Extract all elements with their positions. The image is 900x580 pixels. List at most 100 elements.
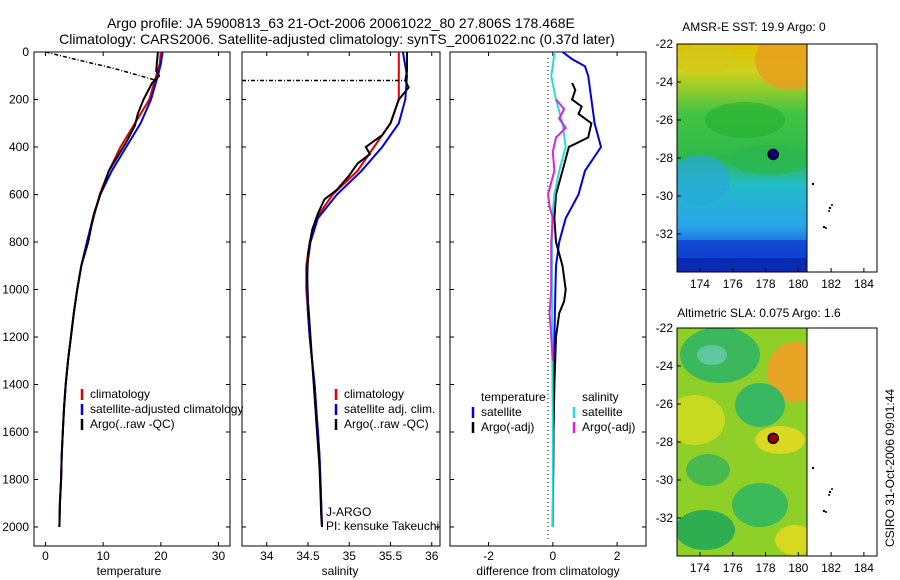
lat-tick-label: -24 (656, 75, 674, 89)
lat-tick-label: -24 (656, 359, 674, 373)
sla-map-title: Altimetric SLA: 0.075 Argo: 1.6 (677, 306, 841, 320)
depth-tick-label: 1000 (2, 283, 29, 297)
temperature-xlabel: temperature (97, 564, 162, 578)
jargo-label: J-ARGO (326, 505, 371, 519)
lon-tick-label: 176 (723, 561, 743, 575)
x-tick-label: 34.5 (296, 549, 320, 563)
series-line-argo-adj- (551, 82, 593, 528)
x-tick-label: -2 (483, 549, 494, 563)
difference-lines (546, 52, 603, 528)
figure-title-line1: Argo profile: JA 5900813_63 21-Oct-2006 … (107, 15, 575, 31)
legend-entry: Argo(-adj) (481, 420, 534, 434)
lon-tick-label: 182 (821, 561, 841, 575)
lat-tick-label: -22 (656, 37, 674, 51)
x-tick-label: 36 (425, 549, 439, 563)
series-line-argo-adj- (546, 98, 567, 361)
temperature-panel: 0 200 400 600 800 1000 1200 1400 1600 1800 2000 0 1… (2, 45, 243, 578)
series-line-argo-raw-qc- (306, 52, 410, 528)
lat-tick-label: -32 (656, 227, 674, 241)
temperature-lines (45, 52, 164, 528)
island-dots (811, 182, 833, 229)
legend-salinity-title: salinity (582, 390, 619, 404)
legend-entry: satellite (481, 405, 522, 419)
legend-entry: Argo(..raw -QC) (90, 417, 175, 431)
difference-xlabel: difference from climatology (476, 564, 619, 578)
depth-axis: 0 200 400 600 800 1000 1200 1400 1600 1800 2000 (2, 45, 230, 534)
salinity-axes-frame (241, 51, 441, 547)
depth-tick-label: 1600 (2, 425, 29, 439)
salinity-panel: 34 34.5 35 35.5 36 salinity climatologysatel… (241, 51, 441, 578)
x-tick-label: 10 (96, 549, 110, 563)
x-tick-label: 0 (549, 549, 556, 563)
x-tick-label: 0 (42, 549, 49, 563)
x-tick-label: 34 (260, 549, 274, 563)
timestamp-label: CSIRO 31-Oct-2006 09:01:44 (883, 389, 897, 547)
lat-tick-label: -22 (656, 321, 674, 335)
depth-tick-label: 1200 (2, 330, 29, 344)
difference-x-axis: -2 0 2 (483, 52, 621, 563)
temperature-x-axis: 0 10 20 30 (42, 52, 225, 563)
sla-profile-marker (767, 432, 779, 445)
lat-tick-label: -30 (656, 189, 674, 203)
x-tick-label: 35.5 (379, 549, 403, 563)
island-dots-sla (811, 466, 833, 513)
legend-entry: satellite adj. clim. (344, 402, 435, 416)
lon-tick-label: 180 (788, 561, 808, 575)
lon-tick-label: 184 (854, 277, 874, 291)
depth-tick-label: 0 (22, 45, 29, 59)
legend-entry: climatology (90, 387, 150, 401)
temperature-axes-frame (33, 51, 231, 547)
legend-entry: Argo(-adj) (582, 420, 635, 434)
difference-axes-frame (449, 51, 647, 547)
lat-tick-label: -26 (656, 113, 674, 127)
series-line-satellite-adjusted-climatology (58, 52, 164, 528)
depth-tick-label: 400 (9, 140, 29, 154)
x-tick-label: 20 (154, 549, 168, 563)
lat-tick-label: -26 (656, 397, 674, 411)
difference-panel: -2 0 2 difference from climatology tempera… (449, 51, 647, 578)
sst-map-ticks: 174 176 178 180 182 184 -22 -24 -26 -28 -30 -32 (656, 37, 875, 291)
sla-map-ticks: 174 176 178 180 182 184 -22 -24 -26 -28 -30 -32 (656, 321, 875, 575)
series-line-surface (45, 52, 158, 82)
sst-map-title: AMSR-E SST: 19.9 Argo: 0 (682, 20, 826, 34)
salinity-lines (242, 52, 410, 528)
x-tick-label: 35 (343, 549, 357, 563)
x-tick-label: 2 (614, 549, 621, 563)
lat-tick-label: -30 (656, 473, 674, 487)
salinity-x-axis: 34 34.5 35 35.5 36 (260, 52, 439, 563)
series-line-satellite-adj-clim- (306, 52, 409, 528)
sst-profile-marker (767, 148, 779, 161)
legend-entry: satellite-adjusted climatology (90, 402, 243, 416)
lon-tick-label: 174 (690, 561, 710, 575)
legend-entry: Argo(..raw -QC) (344, 417, 429, 431)
salinity-depth-ticks (242, 51, 440, 528)
pi-label: PI: kensuke Takeuchi (326, 519, 439, 533)
sst-map-panel: AMSR-E SST: 19.9 Argo: 0 174 176 178 180 182… (656, 20, 878, 291)
legend-entry: climatology (344, 387, 404, 401)
depth-tick-label: 1800 (2, 473, 29, 487)
depth-tick-label: 1400 (2, 378, 29, 392)
lon-tick-label: 180 (788, 277, 808, 291)
legend-temperature-title: temperature (481, 390, 546, 404)
lat-tick-label: -32 (656, 511, 674, 525)
lon-tick-label: 184 (854, 561, 874, 575)
lon-tick-label: 182 (821, 277, 841, 291)
depth-tick-label: 200 (9, 93, 29, 107)
series-line-satellite (551, 52, 603, 528)
depth-tick-label: 800 (9, 235, 29, 249)
x-tick-label: 30 (212, 549, 226, 563)
lat-tick-label: -28 (656, 151, 674, 165)
lon-tick-label: 176 (723, 277, 743, 291)
lon-tick-label: 174 (690, 277, 710, 291)
lon-tick-label: 178 (756, 561, 776, 575)
series-line-climatology (58, 52, 162, 528)
legend-entry: satellite (582, 405, 623, 419)
lon-tick-label: 178 (756, 277, 776, 291)
lat-tick-label: -28 (656, 435, 674, 449)
figure-title-line2: Climatology: CARS2006. Satellite-adjuste… (59, 31, 615, 47)
salinity-xlabel: salinity (322, 564, 359, 578)
